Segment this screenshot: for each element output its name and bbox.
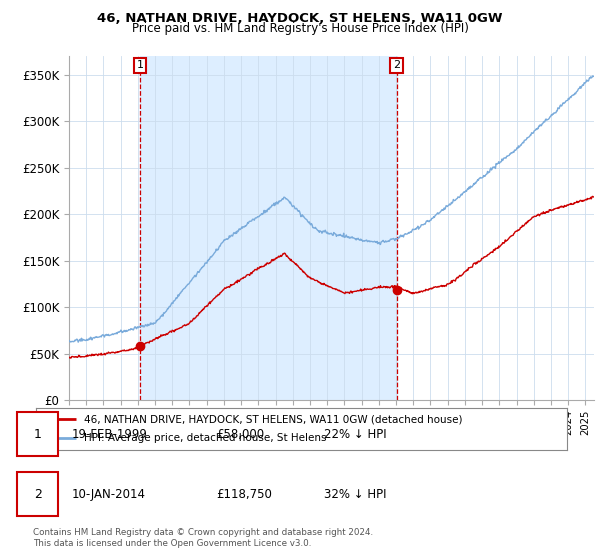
Text: 19-FEB-1999: 19-FEB-1999 [72,428,148,441]
Text: 32% ↓ HPI: 32% ↓ HPI [324,488,386,501]
Text: 2: 2 [34,488,42,501]
Text: HPI: Average price, detached house, St Helens: HPI: Average price, detached house, St H… [84,433,326,444]
Text: Price paid vs. HM Land Registry's House Price Index (HPI): Price paid vs. HM Land Registry's House … [131,22,469,35]
FancyBboxPatch shape [17,472,58,516]
Text: £118,750: £118,750 [216,488,272,501]
Bar [140,56,397,400]
Text: 22% ↓ HPI: 22% ↓ HPI [324,428,386,441]
Text: 1: 1 [137,60,143,71]
FancyBboxPatch shape [17,412,58,456]
Text: 1: 1 [34,428,42,441]
Text: 46, NATHAN DRIVE, HAYDOCK, ST HELENS, WA11 0GW (detached house): 46, NATHAN DRIVE, HAYDOCK, ST HELENS, WA… [84,414,462,424]
Text: Contains HM Land Registry data © Crown copyright and database right 2024.
This d: Contains HM Land Registry data © Crown c… [33,528,373,548]
Text: 2: 2 [393,60,400,71]
Text: 46, NATHAN DRIVE, HAYDOCK, ST HELENS, WA11 0GW: 46, NATHAN DRIVE, HAYDOCK, ST HELENS, WA… [97,12,503,25]
Text: 10-JAN-2014: 10-JAN-2014 [72,488,146,501]
Text: £58,000: £58,000 [216,428,264,441]
